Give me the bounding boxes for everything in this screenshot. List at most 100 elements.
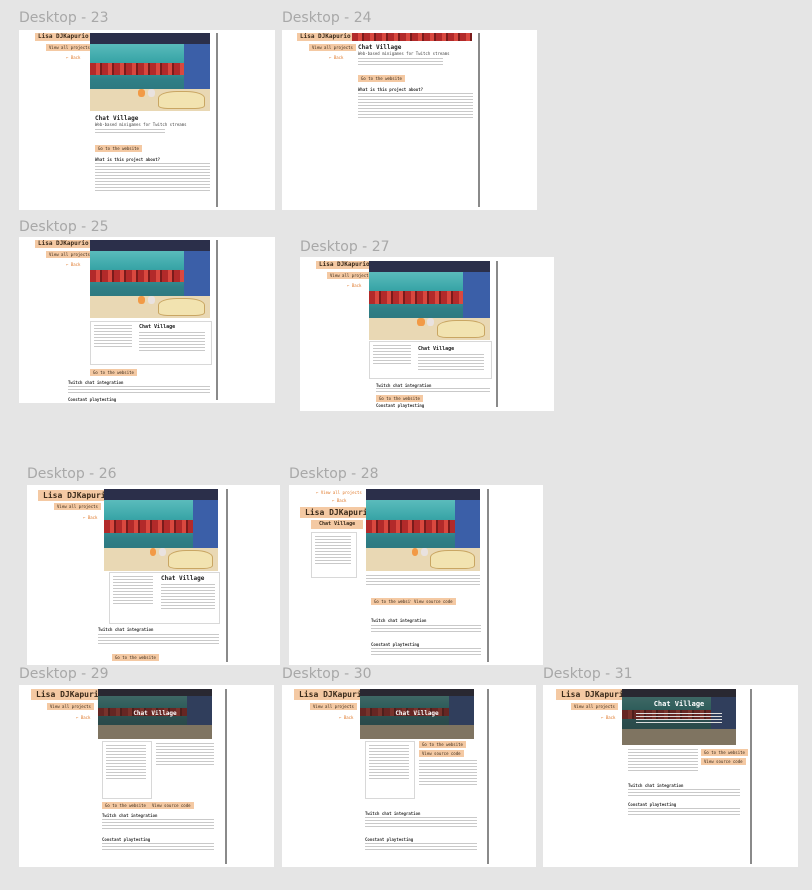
view-all-projects-link[interactable]: ← View all projects	[316, 490, 362, 495]
source-code-button[interactable]: View source code	[701, 758, 746, 765]
scroll-divider	[216, 240, 218, 400]
project-screenshot	[90, 240, 210, 318]
back-link[interactable]: ← Back	[601, 715, 616, 720]
website-button[interactable]: Go to the website	[376, 395, 423, 402]
section-heading: What is this project about?	[95, 157, 161, 162]
source-code-button[interactable]: View source code	[411, 598, 456, 605]
scroll-divider	[496, 261, 498, 407]
website-button[interactable]: Go to the website	[358, 75, 405, 82]
name-tag[interactable]: Lisa DJKapurio	[294, 689, 372, 700]
view-all-projects-button[interactable]: View all projects	[47, 703, 94, 710]
view-all-projects-button[interactable]: View all projects	[46, 44, 93, 51]
view-all-projects-button[interactable]: View all projects	[309, 44, 356, 51]
view-all-projects-button[interactable]: View all projects	[310, 703, 357, 710]
frame-label-desktop-27: Desktop - 27	[300, 239, 390, 255]
view-all-projects-button[interactable]: View all projects	[327, 272, 374, 279]
view-all-projects-button[interactable]: View all projects	[46, 251, 93, 258]
section-heading: Twitch chat integration	[376, 383, 432, 388]
frame-desktop-28: ← View all projects ← Back Lisa DJKapuri…	[289, 485, 543, 665]
project-title: Chat Village	[139, 324, 176, 330]
back-link[interactable]: ← Back	[66, 55, 81, 60]
body-text	[358, 93, 473, 120]
body-text	[628, 789, 740, 798]
frame-label-desktop-23: Desktop - 23	[19, 10, 109, 26]
body-text-2	[628, 808, 740, 817]
info-card	[365, 741, 415, 799]
frame-desktop-29: Lisa DJKapurio View all projects ← Back …	[19, 685, 274, 867]
body-text	[102, 819, 214, 831]
body-text	[95, 163, 210, 193]
body-text-2	[365, 843, 477, 852]
back-link[interactable]: ← Back	[76, 715, 91, 720]
frame-label-desktop-25: Desktop - 25	[19, 219, 109, 235]
project-screenshot	[369, 261, 490, 340]
summary-text	[156, 743, 214, 767]
body-text-2	[371, 648, 481, 657]
scroll-divider	[225, 689, 227, 864]
name-tag[interactable]: Lisa DJKapurio	[556, 689, 634, 700]
name-tag[interactable]: Lisa DJKapurio	[297, 33, 354, 41]
body-text	[68, 386, 210, 395]
website-button[interactable]: Go to the website	[701, 749, 748, 756]
summary-text	[366, 575, 480, 587]
frame-label-desktop-26: Desktop - 26	[27, 466, 117, 482]
frame-desktop-24: Lisa DJKapurio View all projects ← Back …	[282, 30, 537, 210]
website-button[interactable]: Go to the website	[112, 654, 159, 661]
scroll-divider	[487, 689, 489, 864]
website-button[interactable]: Go to the website	[95, 145, 142, 152]
project-subtitle: Web-based minigames for Twitch streams	[95, 122, 187, 127]
section-heading: Constant playtesting	[365, 837, 414, 842]
info-card	[102, 741, 152, 799]
frame-label-desktop-28: Desktop - 28	[289, 466, 379, 482]
scroll-divider	[478, 33, 480, 207]
info-lines	[628, 749, 698, 773]
back-link[interactable]: ← Back	[347, 283, 362, 288]
project-title: Chat Village	[161, 575, 205, 582]
info-card: Chat Village	[369, 341, 492, 379]
section-heading: Constant playtesting	[628, 802, 677, 807]
body-text-2	[102, 843, 214, 852]
back-link[interactable]: ← Back	[332, 498, 347, 503]
section-heading: Twitch chat integration	[102, 813, 158, 818]
source-code-button[interactable]: View source code	[419, 750, 464, 757]
frame-desktop-30: Lisa DJKapurio View all projects ← Back …	[282, 685, 536, 867]
body-text	[376, 388, 490, 394]
body-text	[371, 625, 481, 634]
frame-desktop-26: Lisa DJKapurio View all projects ← Back …	[27, 485, 280, 665]
back-link[interactable]: ← Back	[83, 515, 98, 520]
name-tag[interactable]: Lisa DJKapurio	[35, 33, 92, 41]
website-button[interactable]: Go to the website	[419, 741, 466, 748]
website-button[interactable]: Go to the website	[90, 369, 137, 376]
scroll-divider	[216, 33, 218, 207]
website-button[interactable]: Go to the website	[102, 802, 149, 809]
name-tag[interactable]: Lisa DJKapurio	[31, 689, 109, 700]
project-screenshot	[90, 33, 210, 111]
view-all-projects-button[interactable]: View all projects	[571, 703, 618, 710]
project-screenshot: Chat Village	[360, 689, 474, 739]
back-link[interactable]: ← Back	[339, 715, 354, 720]
name-tag[interactable]: Lisa DJKapurio	[316, 261, 373, 269]
website-button[interactable]: Go to the website	[371, 598, 418, 605]
info-card: Chat Village	[109, 572, 220, 624]
project-screenshot	[366, 489, 480, 571]
hero-title: Chat Village	[133, 710, 177, 717]
frame-desktop-25: Lisa DJKapurio View all projects ← Back …	[19, 237, 275, 403]
back-link[interactable]: ← Back	[329, 55, 344, 60]
project-subtitle: Web-based minigames for Twitch streams	[358, 51, 450, 56]
back-link[interactable]: ← Back	[66, 262, 81, 267]
project-title: Chat Village	[418, 346, 455, 352]
scroll-divider	[487, 489, 489, 662]
source-code-button[interactable]: View source code	[149, 802, 194, 809]
name-tag[interactable]: Lisa DJKapurio	[300, 507, 378, 518]
info-card	[311, 532, 357, 578]
summary-text	[419, 760, 477, 787]
section-heading: Twitch chat integration	[371, 618, 427, 623]
section-heading: Twitch chat integration	[98, 627, 154, 632]
name-tag[interactable]: Lisa DJKapurio	[35, 240, 92, 248]
frame-label-desktop-29: Desktop - 29	[19, 666, 109, 682]
hero-title: Chat Village	[653, 700, 705, 708]
name-tag[interactable]: Lisa DJKapurio	[38, 490, 116, 501]
section-heading: Twitch chat integration	[68, 380, 124, 385]
view-all-projects-button[interactable]: View all projects	[54, 503, 101, 510]
meta-lines	[95, 129, 165, 135]
